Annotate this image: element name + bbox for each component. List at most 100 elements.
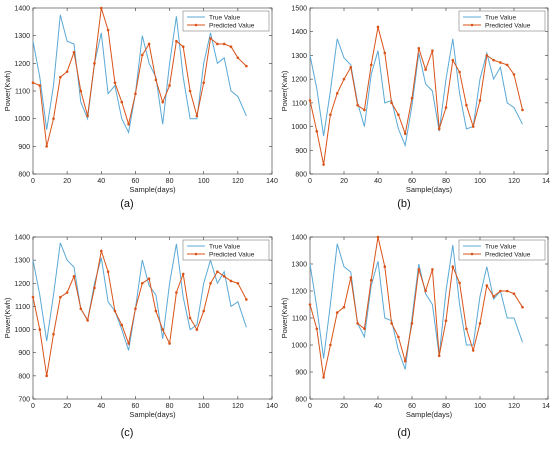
predicted-value-point: [154, 309, 158, 313]
predicted-value-point: [369, 278, 373, 282]
predicted-value-point: [512, 73, 516, 76]
predicted-value-point: [458, 281, 461, 285]
y-tick-label: 1000: [14, 327, 30, 334]
predicted-value-point: [356, 322, 359, 325]
y-tick-label: 1300: [14, 33, 30, 40]
x-tick-label: 0: [31, 403, 35, 410]
y-tick-label: 1200: [291, 289, 307, 296]
predicted-value-point: [512, 292, 516, 296]
predicted-value-point: [397, 113, 400, 117]
x-tick-label: 80: [442, 403, 450, 410]
y-tick-label: 900: [295, 148, 307, 155]
legend-pred-label: Predicted Value: [485, 22, 531, 29]
predicted-value-point: [329, 343, 332, 347]
predicted-value-point: [236, 56, 240, 60]
y-tick-label: 800: [18, 373, 30, 380]
legend-true-label: True Value: [209, 243, 240, 250]
predicted-value-point: [417, 47, 421, 50]
y-axis-label: Power(Kwh): [280, 70, 289, 111]
predicted-value-point: [335, 311, 339, 314]
y-tick-label: 1000: [291, 124, 307, 131]
subfigure-caption: (d): [397, 427, 410, 439]
series-predicted-value-line: [32, 250, 247, 376]
predicted-value-point: [229, 279, 233, 283]
x-tick-label: 40: [97, 403, 105, 410]
x-tick-label: 120: [508, 178, 520, 185]
predicted-value-point: [161, 328, 165, 331]
y-tick-label: 1100: [292, 100, 307, 107]
plot-area: [32, 236, 273, 400]
predicted-value-point: [216, 42, 219, 46]
predicted-value-point: [431, 268, 434, 271]
predicted-value-point: [308, 99, 312, 102]
predicted-value-point: [52, 117, 55, 120]
predicted-value-point: [492, 58, 495, 62]
y-tick-label: 1000: [291, 343, 307, 350]
legend-pred-marker: [194, 252, 198, 256]
predicted-value-point: [390, 322, 393, 325]
x-tick-label: 140: [542, 178, 550, 185]
legend-pred-marker: [470, 252, 474, 256]
y-tick-label: 800: [295, 172, 307, 179]
predicted-value-point: [485, 284, 489, 287]
x-tick-label: 40: [97, 178, 105, 185]
x-axis-label: Sample(days): [406, 410, 453, 419]
y-tick-label: 1400: [291, 29, 307, 36]
predicted-value-point: [390, 101, 393, 105]
x-tick-label: 100: [198, 403, 210, 410]
x-axis-label: Sample(days): [406, 185, 453, 194]
y-tick-label: 1100: [15, 304, 30, 311]
y-tick-label: 1400: [14, 235, 30, 242]
chart-panel: 0 20 40 60 80 100 120 140 800 900 1000 1100 1200 1300…: [3, 6, 278, 211]
predicted-value-point: [31, 295, 35, 299]
predicted-value-point: [209, 281, 212, 285]
predicted-value-point: [403, 132, 407, 135]
y-tick-label: 1300: [291, 262, 307, 269]
predicted-value-point: [202, 81, 206, 84]
y-tick-label: 1000: [14, 116, 30, 123]
predicted-value-point: [245, 64, 248, 68]
predicted-value-point: [356, 103, 359, 107]
predicted-value-point: [505, 289, 509, 293]
predicted-value-point: [222, 275, 226, 278]
predicted-value-point: [499, 61, 502, 64]
y-tick-label: 1300: [14, 258, 30, 265]
predicted-value-point: [478, 322, 482, 325]
predicted-value-point: [322, 163, 325, 166]
predicted-value-point: [335, 92, 339, 95]
predicted-value-point: [45, 145, 48, 148]
x-axis-label: Sample(days): [129, 185, 176, 194]
predicted-value-point: [417, 268, 421, 271]
chart-panel: 0 20 40 60 80 100 120 140 800 900 1000 1100 1200 1300…: [280, 235, 550, 440]
legend-pred-label: Predicted Value: [485, 251, 531, 258]
predicted-value-point: [521, 108, 524, 112]
y-tick-label: 900: [295, 370, 307, 377]
predicted-value-point: [236, 281, 240, 285]
y-tick-label: 1400: [291, 235, 307, 242]
subfigure-caption: (a): [120, 198, 133, 210]
predicted-value-point: [140, 53, 144, 57]
legend-true-label: True Value: [209, 14, 240, 21]
predicted-value-point: [120, 323, 124, 327]
predicted-value-point: [315, 327, 319, 331]
predicted-value-point: [181, 272, 185, 276]
x-tick-label: 20: [63, 403, 71, 410]
y-tick-label: 1200: [14, 61, 30, 68]
predicted-value-point: [424, 289, 427, 293]
predicted-value-point: [113, 309, 117, 313]
predicted-value-point: [127, 122, 130, 126]
x-tick-label: 60: [408, 403, 416, 410]
predicted-value-point: [437, 354, 441, 358]
predicted-value-point: [485, 54, 489, 57]
predicted-value-point: [59, 75, 62, 79]
y-tick-label: 1500: [291, 6, 307, 13]
predicted-value-point: [99, 6, 103, 10]
x-tick-label: 0: [308, 178, 312, 185]
predicted-value-point: [45, 374, 48, 378]
legend-box: [182, 10, 270, 32]
predicted-value-point: [315, 130, 319, 133]
predicted-value-point: [465, 327, 468, 331]
